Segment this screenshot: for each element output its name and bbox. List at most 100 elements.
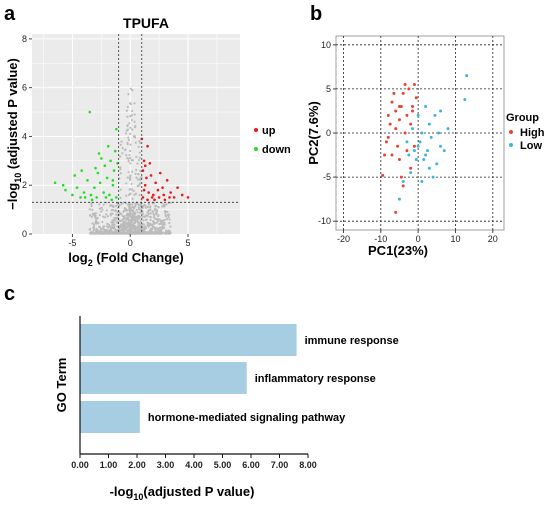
go-x-tick-label: 5.00 <box>214 460 232 470</box>
volcano-point-down <box>83 196 87 199</box>
volcano-point-ns <box>128 122 131 125</box>
volcano-point-ns <box>131 159 135 162</box>
volcano-point-ns <box>126 176 129 179</box>
volcano-point-up <box>143 164 147 168</box>
volcano-point-ns <box>127 157 130 160</box>
volcano-title: TPUFA <box>123 15 169 31</box>
volcano-point-ns <box>165 230 168 234</box>
pca-point-low <box>465 74 469 78</box>
panel-letter-c: c <box>4 283 15 305</box>
volcano-point-ns <box>169 201 172 204</box>
volcano-point-up <box>145 176 148 180</box>
volcano-point-ns <box>134 141 137 144</box>
volcano-point-down <box>116 161 119 165</box>
pca-point-low <box>425 149 429 153</box>
pca-point-low <box>439 109 443 113</box>
volcano-point-ns <box>107 232 110 235</box>
volcano-point-ns <box>121 230 124 233</box>
volcano-point-down <box>109 159 112 163</box>
volcano-point-ns <box>126 141 129 145</box>
volcano-point-ns <box>126 105 129 109</box>
volcano-point-ns <box>120 232 123 235</box>
volcano-point-ns <box>91 232 95 235</box>
go-bar-label-1: immune response <box>305 335 399 347</box>
volcano-point-ns <box>135 229 138 233</box>
go-x-tick-label: 2.00 <box>128 460 146 470</box>
volcano-gridlines <box>32 34 240 234</box>
volcano-point-ns <box>151 210 154 213</box>
volcano-point-ns <box>119 196 122 200</box>
volcano-point-ns <box>103 230 106 234</box>
volcano-point-ns <box>121 152 124 155</box>
pca-point-low <box>401 180 405 183</box>
volcano-point-ns <box>88 232 92 235</box>
volcano-point-ns <box>113 223 116 226</box>
pca-point-high <box>397 105 401 109</box>
volcano-point-up <box>168 196 171 199</box>
volcano-point-ns <box>146 231 149 235</box>
volcano-point-ns <box>102 203 105 206</box>
pca-point-low <box>424 153 428 157</box>
volcano-point-up <box>143 183 147 187</box>
volcano-point-ns <box>94 216 97 220</box>
volcano-point-ns <box>133 221 136 225</box>
pca-y-axis-title: PC2(7.6%) <box>306 101 321 165</box>
volcano-point-up <box>154 181 157 185</box>
volcano-point-ns <box>156 218 159 221</box>
volcano-point-down <box>75 186 79 189</box>
volcano-point-ns <box>136 178 140 181</box>
pca-point-high <box>386 113 390 117</box>
pca-legend-title: Group <box>506 112 539 124</box>
volcano-point-up <box>141 196 145 199</box>
pca-point-high <box>405 149 409 153</box>
volcano-point-down <box>115 196 118 199</box>
volcano-point-ns <box>129 126 132 129</box>
volcano-point-down <box>53 181 57 185</box>
volcano-point-ns <box>109 212 112 215</box>
volcano-point-ns <box>122 216 126 219</box>
pca-point-low <box>431 175 435 179</box>
volcano-point-ns <box>95 221 98 224</box>
volcano-point-down <box>94 166 97 170</box>
volcano-point-ns <box>161 225 164 228</box>
pca-x-tick-label: 20 <box>488 234 498 244</box>
volcano-point-ns <box>121 147 124 150</box>
volcano-point-ns <box>143 225 146 228</box>
pca-point-high <box>394 109 398 113</box>
volcano-point-ns <box>158 222 161 226</box>
volcano-point-ns <box>121 225 125 228</box>
volcano-point-ns <box>92 225 96 228</box>
volcano-ticks: -5 0 5 0 2 4 6 8 <box>22 34 191 248</box>
volcano-point-ns <box>128 203 131 206</box>
volcano-point-ns <box>133 232 137 235</box>
volcano-point-ns <box>151 220 155 223</box>
volcano-point-ns <box>137 145 140 148</box>
volcano-point-ns <box>154 205 157 208</box>
volcano-point-up <box>158 171 162 175</box>
volcano-point-ns <box>139 141 142 145</box>
volcano-point-up <box>152 193 155 197</box>
pca-point-low <box>427 166 431 170</box>
go-xlabel-log: -log <box>110 484 134 499</box>
volcano-xlabel-log: log <box>68 250 88 265</box>
volcano-point-ns <box>149 227 152 230</box>
volcano-point-ns <box>129 218 132 222</box>
volcano-point-ns <box>149 232 152 235</box>
volcano-point-ns <box>127 93 130 96</box>
pca-point-low <box>416 144 420 148</box>
volcano-point-up <box>157 196 161 199</box>
volcano-point-ns <box>139 177 142 180</box>
volcano-point-ns <box>99 210 103 213</box>
pca-points <box>381 74 469 214</box>
volcano-point-ns <box>130 221 133 224</box>
volcano-point-down <box>110 198 114 202</box>
pca-point-low <box>411 127 415 131</box>
pca-point-low <box>439 144 443 148</box>
volcano-point-ns <box>131 170 134 173</box>
volcano-point-ns <box>145 214 148 217</box>
volcano-point-ns <box>137 173 140 176</box>
pca-point-low <box>442 149 446 153</box>
volcano-point-down <box>88 110 92 114</box>
